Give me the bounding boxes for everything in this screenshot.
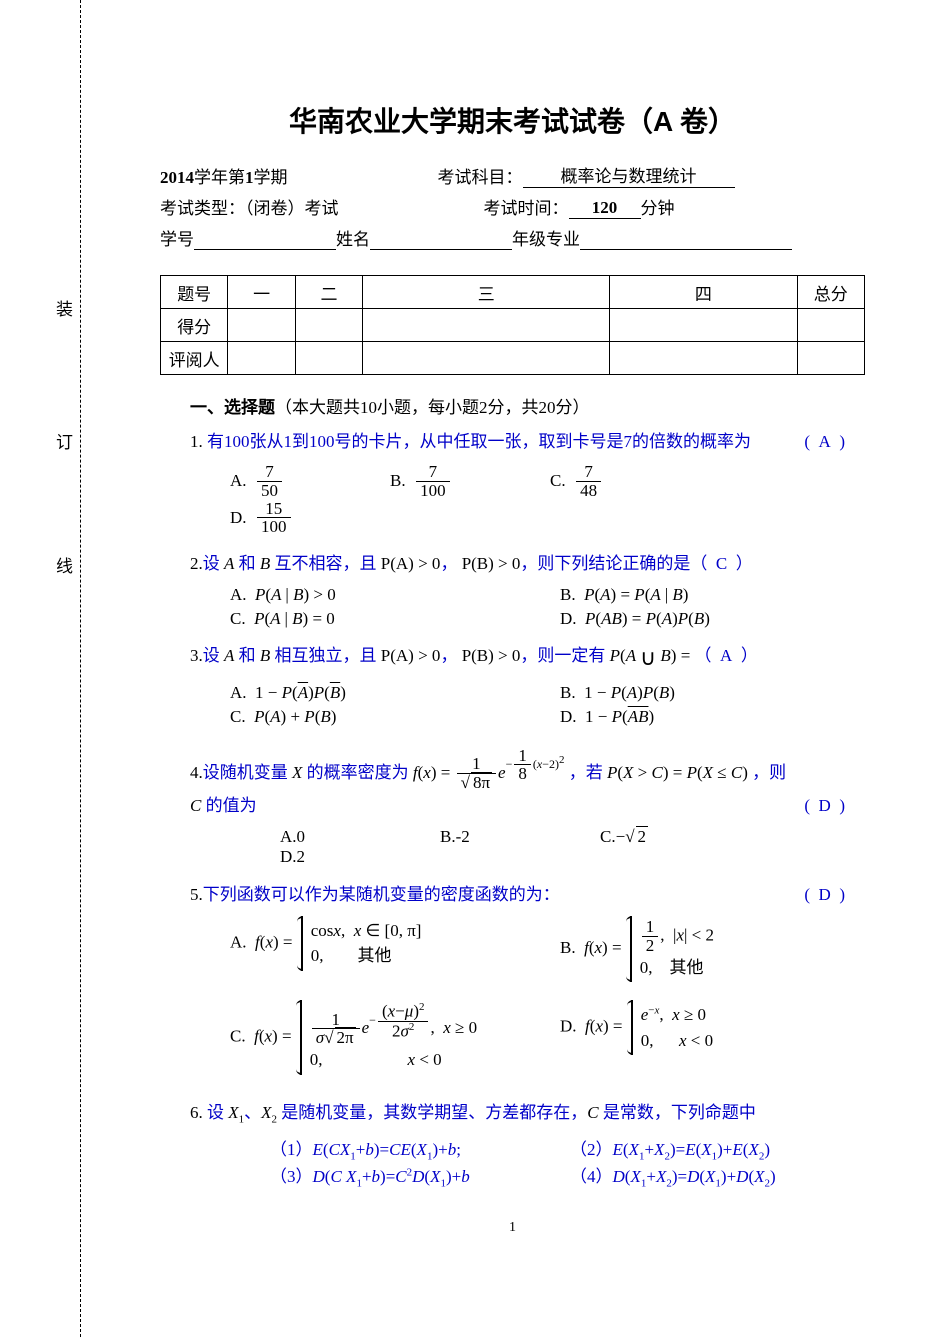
binding-label-middle: 订 <box>56 428 73 453</box>
q2: 2.设 A 和 B 互不相容，且 P(A) > 0， P(B) > 0，则下列结… <box>190 550 865 579</box>
binding-label-bottom: 线 <box>56 552 73 577</box>
sid-label: 学号 <box>160 225 194 250</box>
q5-answer: ( D ) <box>804 881 845 910</box>
semester: 1 <box>245 168 254 188</box>
subject-label: 考试科目： <box>438 163 523 188</box>
q1-options: A. 750 B. 7100 C. 748 D. 15100 <box>230 463 865 536</box>
q1-answer: ( A ) <box>804 428 845 457</box>
duration-unit: 分钟 <box>641 194 675 219</box>
q1-num: 1. <box>190 432 203 451</box>
q3-options: A. 1 − P(A)P(B) B. 1 − P(A)P(B) C. P(A) … <box>230 683 865 727</box>
exam-type: 考试类型：（闭卷）考试 <box>160 194 339 219</box>
q6: 6. 设 X1、X2 是随机变量，其数学期望、方差都存在，C 是常数，下列命题中 <box>190 1099 865 1129</box>
sid-field[interactable] <box>194 249 336 250</box>
th-col: 三 <box>363 276 610 309</box>
q1: 1. 有100张从1到100号的卡片，从中任取一张，取到卡号是7的倍数的概率为 … <box>190 428 865 457</box>
major-field[interactable] <box>580 249 792 250</box>
th-col: 四 <box>610 276 797 309</box>
th-col: 总分 <box>797 276 864 309</box>
exam-info-block: 2014 学年第 1 学期 考试科目： 概率论与数理统计 考试类型：（闭卷）考试… <box>160 162 865 250</box>
exam-title: 华南农业大学期末考试试卷（A 卷） <box>160 100 865 140</box>
q3-num: 3. <box>190 646 203 665</box>
q1-text: 有100张从1到100号的卡片，从中任取一张，取到卡号是7的倍数的概率为 <box>207 432 751 451</box>
q3: 3.设 A 和 B 相互独立，且 P(A) > 0， P(B) > 0，则一定有… <box>190 639 865 676</box>
duration-label: 考试时间： <box>484 194 569 219</box>
name-field[interactable] <box>370 249 512 250</box>
q4-num: 4. <box>190 763 203 782</box>
score-table: 题号 一 二 三 四 总分 得分 评阅人 <box>160 275 865 375</box>
q4-answer: ( D ) <box>804 792 845 821</box>
q2-options: A. P(A | B) > 0 B. P(A) = P(A | B) C. P(… <box>230 585 865 629</box>
binding-label-top: 装 <box>56 295 73 320</box>
q4-options: A. 0 B. -2 C. −√2 D. 2 <box>280 827 865 867</box>
table-row: 得分 <box>161 309 865 342</box>
semester-suffix: 学期 <box>254 163 288 188</box>
table-row: 题号 一 二 三 四 总分 <box>161 276 865 309</box>
subject-value: 概率论与数理统计 <box>523 162 735 188</box>
th-score: 得分 <box>161 309 228 342</box>
th-reviewer: 评阅人 <box>161 342 228 375</box>
section-1-header: 一、选择题（本大题共10小题，每小题2分，共20分） <box>190 393 865 418</box>
q6-subitems: （1）E(CX1+b)=CE(X1)+b; （2）E(X1+X2)=E(X1)+… <box>270 1135 865 1190</box>
q5: 5.下列函数可以作为某随机变量的密度函数的为： ( D ) <box>190 881 865 910</box>
major-label: 年级专业 <box>512 225 580 250</box>
year-suffix: 学年第 <box>194 163 245 188</box>
th-col: 一 <box>228 276 295 309</box>
q2-num: 2. <box>190 554 203 573</box>
binding-dashed-line <box>80 0 81 1337</box>
q5-options: A. f(x) = cosx, x ∈ [0, π] 0, 其他 B. f(x)… <box>230 916 865 1075</box>
name-label: 姓名 <box>336 225 370 250</box>
q6-num: 6. <box>190 1103 203 1122</box>
th-col: 二 <box>295 276 362 309</box>
section-detail: （本大题共10小题，每小题2分，共20分） <box>275 398 590 417</box>
table-row: 评阅人 <box>161 342 865 375</box>
year: 2014 <box>160 168 194 188</box>
q5-num: 5. <box>190 885 203 904</box>
exam-page: 装 订 线 华南农业大学期末考试试卷（A 卷） 2014 学年第 1 学期 考试… <box>0 0 945 1337</box>
page-number: 1 <box>160 1220 865 1236</box>
q4: 4.设随机变量 X 的概率密度为 f(x) = 1√8πe−18(x−2)2 ，… <box>190 747 865 821</box>
th-number: 题号 <box>161 276 228 309</box>
section-prefix: 一、选择题 <box>190 398 275 417</box>
duration-value: 120 <box>569 198 641 219</box>
